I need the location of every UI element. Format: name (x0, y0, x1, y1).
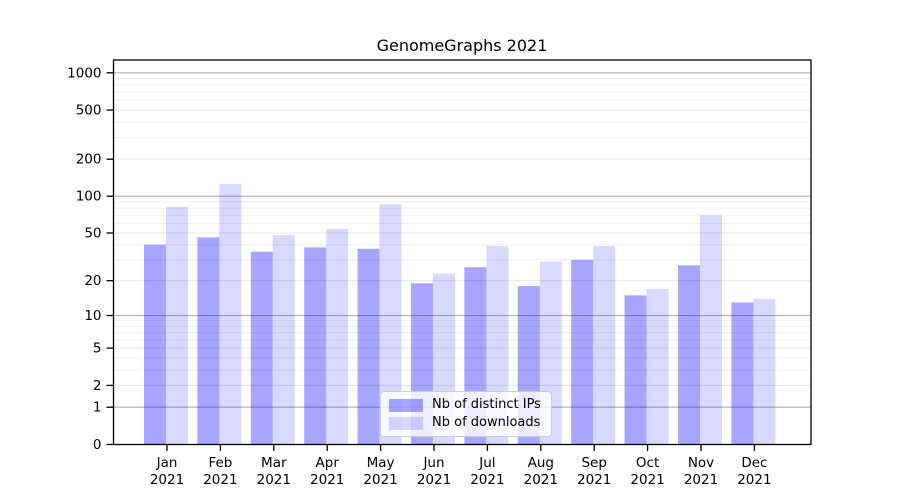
y-tick-label: 5 (93, 341, 102, 357)
bar-downloads-sep (593, 246, 616, 445)
y-tick-label: 100 (76, 189, 102, 205)
x-tick-label-year: 2021 (470, 472, 504, 488)
x-tick-label-year: 2021 (577, 472, 611, 488)
x-tick-label-month: Aug (528, 455, 554, 471)
x-tick-label-month: Jul (478, 455, 495, 471)
bar-downloads-mar (272, 235, 295, 445)
x-tick-label-year: 2021 (257, 472, 291, 488)
plot-frame (112, 59, 812, 446)
bar-downloads-oct (646, 288, 669, 445)
x-tick-label-year: 2021 (630, 472, 664, 488)
y-tick-label: 500 (76, 103, 102, 119)
legend: Nb of distinct IPs Nb of downloads (380, 391, 552, 437)
x-tick-label-month: Sep (581, 455, 606, 471)
x-tick-label-year: 2021 (737, 472, 771, 488)
x-tick-label-year: 2021 (203, 472, 237, 488)
bar-ips-feb (197, 237, 220, 445)
x-tick-label-year: 2021 (310, 472, 344, 488)
y-tick-label: 50 (84, 225, 101, 241)
bar-ips-nov (678, 265, 700, 445)
x-tick-label-year: 2021 (363, 472, 397, 488)
x-tick-label-month: Oct (636, 455, 659, 471)
y-tick-label: 10 (84, 308, 101, 324)
x-tick-label-year: 2021 (150, 472, 184, 488)
legend-swatch-distinct-ips (389, 398, 423, 412)
y-tick-label: 1 (93, 400, 102, 416)
bar-downloads-apr (326, 228, 349, 445)
bar-downloads-feb (219, 183, 242, 445)
x-tick-label-month: May (367, 455, 395, 471)
y-tick-label: 0 (93, 437, 102, 453)
chart-title: GenomeGraphs 2021 (376, 36, 548, 55)
bar-ips-apr (304, 247, 327, 445)
legend-label-distinct-ips: Nb of distinct IPs (432, 397, 541, 412)
y-tick-label: 20 (84, 273, 101, 289)
legend-item-downloads: Nb of downloads (389, 416, 541, 430)
y-tick-label: 200 (76, 152, 102, 168)
bar-ips-oct (624, 295, 647, 445)
legend-swatch-downloads (389, 416, 423, 430)
bar-downloads-may (379, 204, 402, 445)
x-tick-label-year: 2021 (524, 472, 558, 488)
legend-label-downloads: Nb of downloads (432, 415, 541, 430)
bar-ips-mar (250, 251, 273, 445)
bar-ips-may (357, 248, 380, 445)
x-tick-label-month: Jan (156, 455, 178, 471)
x-tick-label-month: Apr (316, 455, 340, 471)
x-tick-label-month: Dec (741, 455, 767, 471)
bar-downloads-dec (753, 298, 776, 445)
bar-downloads-jan (166, 206, 188, 445)
bar-downloads-nov (700, 215, 722, 445)
x-tick-label-month: Jun (422, 455, 444, 471)
y-tick-label: 2 (93, 378, 102, 394)
x-tick-label-year: 2021 (417, 472, 451, 488)
y-tick-label: 1000 (67, 65, 101, 81)
legend-item-distinct-ips: Nb of distinct IPs (389, 398, 541, 412)
bar-ips-sep (571, 259, 594, 445)
x-tick-label-month: Mar (261, 455, 287, 471)
bar-ips-dec (731, 302, 754, 445)
x-tick-label-month: Feb (208, 455, 232, 471)
x-tick-label-month: Nov (688, 455, 714, 471)
bar-ips-jan (144, 244, 166, 445)
x-tick-label-year: 2021 (684, 472, 718, 488)
